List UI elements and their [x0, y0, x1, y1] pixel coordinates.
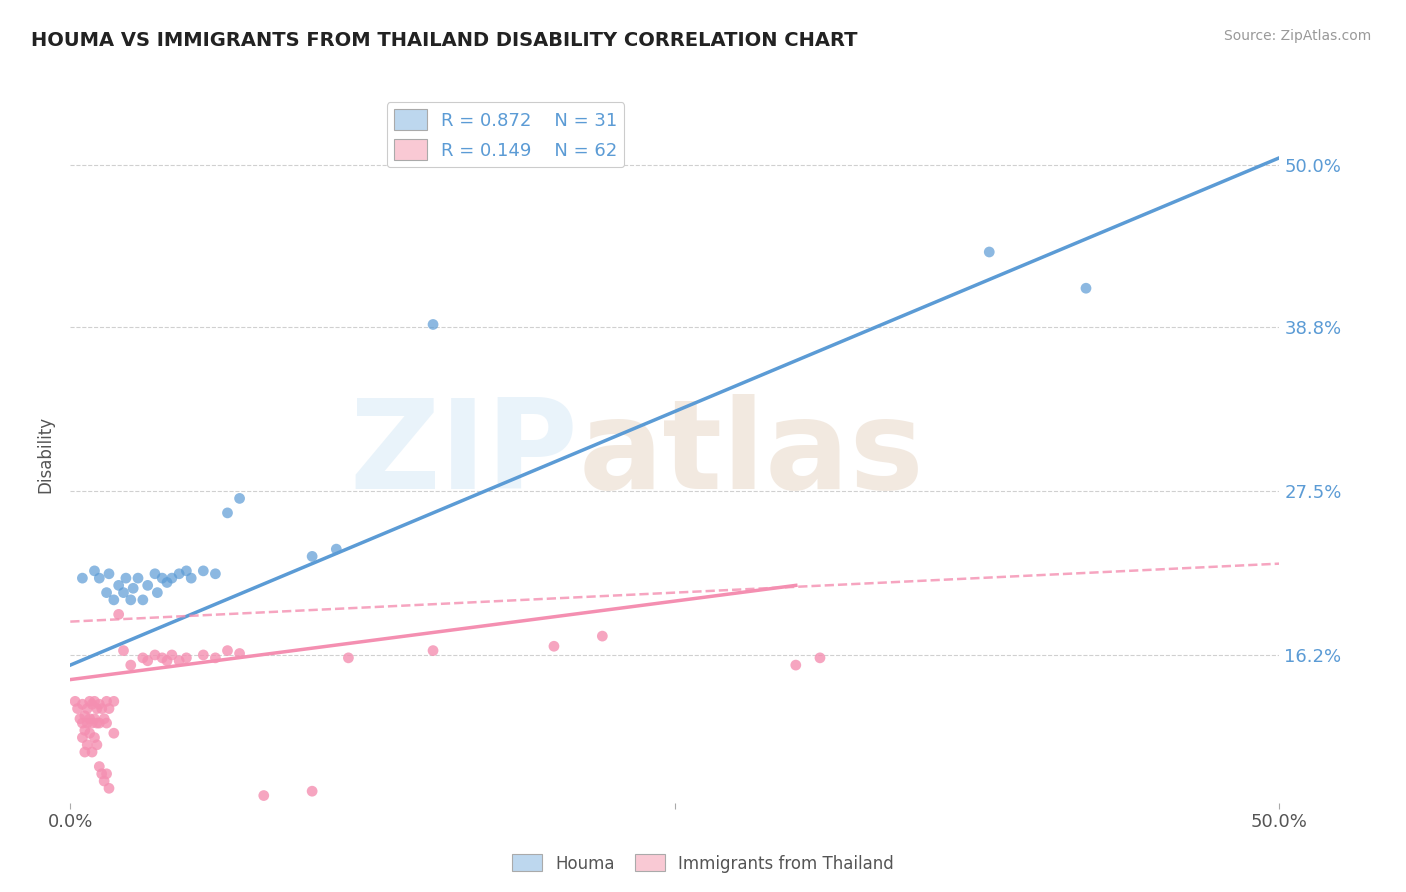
Point — [132, 592, 155, 607]
Point — [301, 784, 323, 798]
Point — [103, 694, 125, 708]
Point — [90, 701, 112, 715]
Point — [228, 647, 250, 661]
Legend: R = 0.872    N = 31, R = 0.149    N = 62: R = 0.872 N = 31, R = 0.149 N = 62 — [387, 103, 624, 168]
Point — [228, 491, 250, 506]
Point — [543, 639, 565, 653]
Text: Source: ZipAtlas.com: Source: ZipAtlas.com — [1223, 29, 1371, 43]
Point — [80, 698, 103, 712]
Point — [160, 571, 183, 585]
Point — [204, 651, 226, 665]
Point — [89, 759, 111, 773]
Point — [156, 575, 179, 590]
Point — [122, 582, 145, 596]
Point — [167, 566, 190, 581]
Point — [301, 549, 323, 564]
Point — [136, 578, 159, 592]
Point — [107, 578, 129, 592]
Point — [76, 716, 98, 731]
Text: atlas: atlas — [578, 394, 924, 516]
Point — [80, 716, 103, 731]
Point — [176, 564, 198, 578]
Point — [193, 564, 215, 578]
Point — [337, 651, 360, 665]
Point — [217, 643, 239, 657]
Point — [79, 694, 101, 708]
Point — [979, 244, 1001, 259]
Point — [83, 694, 105, 708]
Point — [120, 658, 142, 673]
Point — [86, 716, 108, 731]
Text: ZIP: ZIP — [350, 394, 578, 516]
Point — [80, 745, 103, 759]
Point — [112, 585, 135, 599]
Point — [73, 745, 96, 759]
Point — [150, 651, 173, 665]
Point — [115, 571, 138, 585]
Point — [73, 708, 96, 723]
Point — [76, 701, 98, 715]
Point — [1074, 281, 1097, 295]
Point — [253, 789, 276, 803]
Point — [66, 701, 89, 715]
Point — [98, 566, 121, 581]
Point — [96, 767, 118, 781]
Point — [89, 716, 111, 731]
Point — [79, 712, 101, 726]
Point — [103, 726, 125, 740]
Point — [120, 592, 142, 607]
Point — [132, 651, 155, 665]
Point — [808, 651, 831, 665]
Point — [422, 318, 444, 332]
Point — [160, 648, 183, 662]
Point — [143, 648, 166, 662]
Legend: Houma, Immigrants from Thailand: Houma, Immigrants from Thailand — [505, 847, 901, 880]
Point — [83, 712, 105, 726]
Text: HOUMA VS IMMIGRANTS FROM THAILAND DISABILITY CORRELATION CHART: HOUMA VS IMMIGRANTS FROM THAILAND DISABI… — [31, 31, 858, 50]
Point — [89, 571, 111, 585]
Point — [150, 571, 173, 585]
Point — [422, 643, 444, 657]
Point — [127, 571, 149, 585]
Point — [146, 585, 169, 599]
Point — [69, 712, 91, 726]
Point — [79, 726, 101, 740]
Point — [72, 571, 94, 585]
Point — [591, 629, 613, 643]
Point — [86, 701, 108, 715]
Point — [90, 767, 112, 781]
Point — [193, 648, 215, 662]
Point — [86, 738, 108, 752]
Y-axis label: Disability: Disability — [37, 417, 55, 493]
Point — [217, 506, 239, 520]
Point — [167, 654, 190, 668]
Point — [76, 738, 98, 752]
Point — [93, 774, 115, 789]
Point — [103, 592, 125, 607]
Point — [98, 701, 121, 715]
Point — [93, 712, 115, 726]
Point — [96, 716, 118, 731]
Point — [72, 731, 94, 745]
Point — [176, 651, 198, 665]
Point — [96, 694, 118, 708]
Point — [72, 698, 94, 712]
Point — [204, 566, 226, 581]
Point — [325, 542, 347, 557]
Point — [180, 571, 202, 585]
Point — [63, 694, 86, 708]
Point — [73, 723, 96, 738]
Point — [136, 654, 159, 668]
Point — [98, 781, 121, 796]
Point — [156, 654, 179, 668]
Point — [89, 698, 111, 712]
Point — [83, 731, 105, 745]
Point — [112, 643, 135, 657]
Point — [72, 716, 94, 731]
Point — [83, 564, 105, 578]
Point — [143, 566, 166, 581]
Point — [785, 658, 807, 673]
Point — [107, 607, 129, 622]
Point — [96, 585, 118, 599]
